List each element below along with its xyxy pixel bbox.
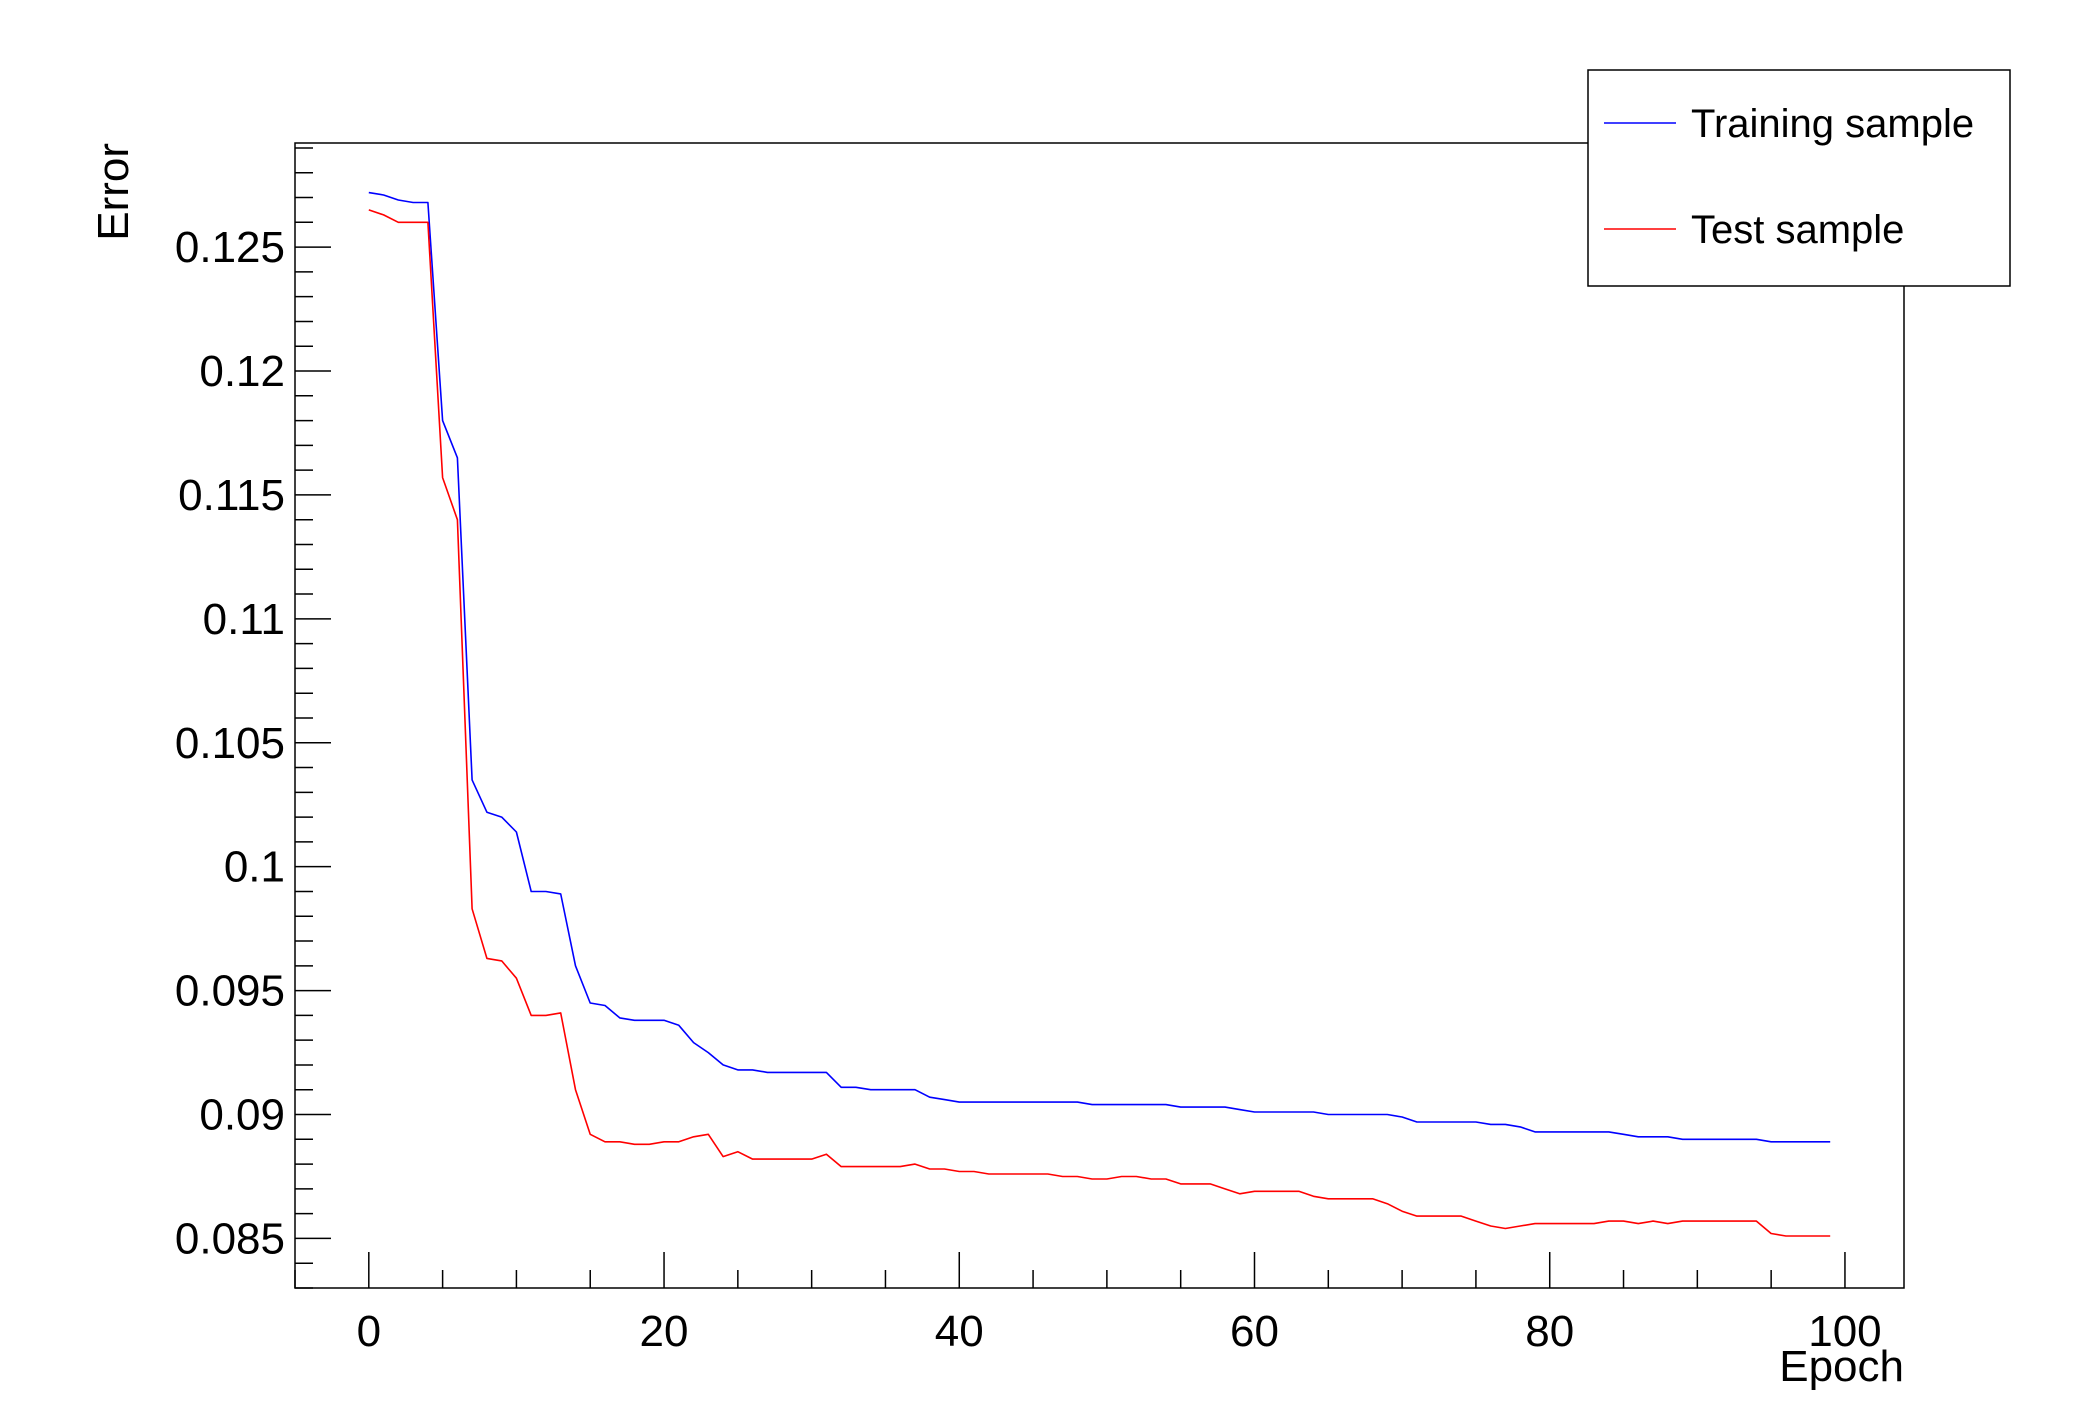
series-line-test <box>368 209 1831 1237</box>
series-layer <box>368 191 1831 1237</box>
x-tick-label: 0 <box>357 1307 381 1356</box>
x-tick-label: 60 <box>1230 1307 1279 1356</box>
series-line-training <box>368 191 1831 1143</box>
axes-layer: 0 20 40 60 80 100 0.085 0.09 0.095 0.1 0.105 0.11 0.… <box>175 147 1882 1356</box>
legend-label-training: Training sample <box>1691 102 1974 146</box>
x-tick-label: 100 <box>1808 1307 1881 1356</box>
legend-box <box>1587 69 2011 287</box>
y-tick-label: 0.115 <box>178 471 285 520</box>
x-tick-label: 20 <box>640 1307 689 1356</box>
y-tick-label: 0.105 <box>175 719 285 768</box>
y-tick-label: 0.09 <box>199 1091 285 1140</box>
y-tick-label: 0.11 <box>203 595 285 644</box>
x-tick-label: 80 <box>1525 1307 1574 1356</box>
y-tick-label: 0.125 <box>175 223 285 272</box>
y-tick-label: 0.1 <box>224 843 285 892</box>
x-axis-title: Epoch <box>1779 1342 1904 1391</box>
legend-label-test: Test sample <box>1691 208 1904 252</box>
y-axis-title: Error <box>89 143 138 241</box>
y-tick-label: 0.095 <box>175 967 285 1016</box>
plot-frame <box>294 142 1905 1289</box>
x-tick-label: 40 <box>935 1307 984 1356</box>
y-tick-label: 0.12 <box>199 347 285 396</box>
y-tick-label: 0.085 <box>175 1214 285 1263</box>
legend: Training sample Test sample <box>1587 69 2011 287</box>
